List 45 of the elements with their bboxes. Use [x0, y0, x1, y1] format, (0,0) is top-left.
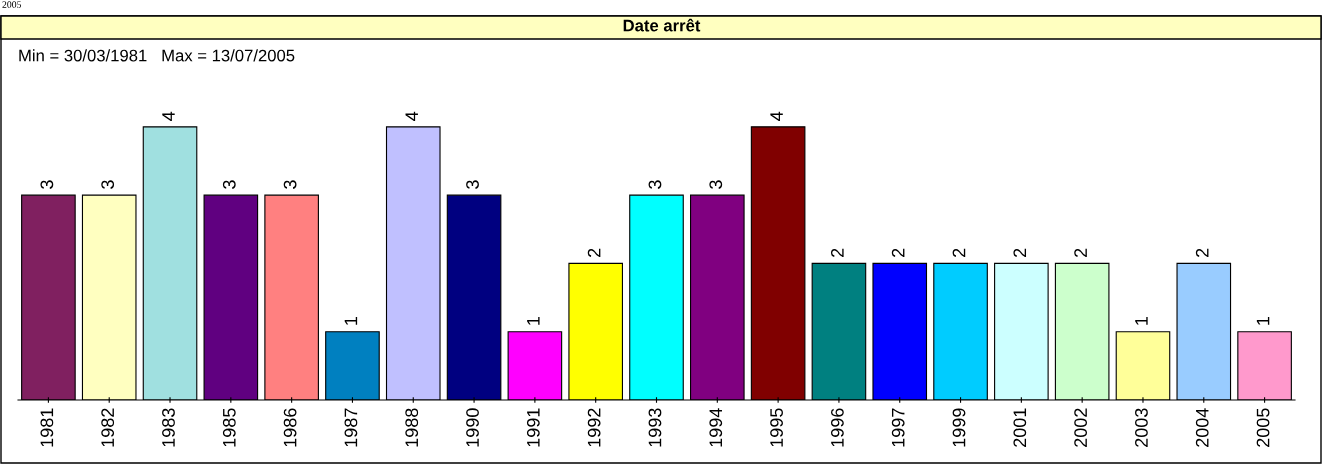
- x-tick-label: 1982: [101, 408, 115, 447]
- x-tick-label: 2003: [1135, 408, 1148, 447]
- x-tick-label: 1999: [952, 408, 966, 447]
- data-label: 4: [405, 111, 418, 121]
- x-tick-label: 1990: [466, 408, 479, 447]
- data-label: 3: [222, 180, 236, 189]
- data-label: 3: [283, 180, 297, 189]
- x-tick-label: 2005: [1256, 408, 1270, 447]
- data-label: 2: [1195, 248, 1209, 257]
- x-tick-label: 2002: [1074, 408, 1088, 447]
- data-label: 4: [770, 111, 783, 121]
- data-label: 1: [344, 317, 358, 325]
- x-tick-label: 1995: [770, 408, 783, 447]
- x-tick-label: 1992: [587, 408, 601, 447]
- data-label: 2: [587, 248, 601, 257]
- x-tick-label: 1988: [405, 408, 419, 447]
- data-label: 2: [952, 248, 966, 257]
- x-tick-label: 1997: [891, 408, 905, 447]
- x-tick-label: 1986: [283, 408, 297, 447]
- data-label: 2: [830, 248, 844, 257]
- data-label: 3: [709, 180, 723, 189]
- x-tick-label: 1994: [709, 408, 723, 447]
- data-label: 3: [466, 180, 479, 189]
- x-tick-label: 1996: [830, 408, 844, 447]
- data-label: 3: [40, 180, 54, 189]
- data-label: 3: [101, 180, 115, 189]
- chart-title: Date arrêt: [623, 18, 701, 32]
- text: 2005: [2, 1, 22, 8]
- chart-subtitle: Min = 30/03/1981 Max = 13/07/2005: [19, 49, 295, 62]
- data-label: 3: [648, 180, 662, 189]
- x-tick-label: 2004: [1195, 408, 1209, 447]
- data-label: 2: [891, 248, 905, 257]
- x-tick-label: 1987: [344, 408, 358, 447]
- data-label: 1: [527, 317, 540, 325]
- x-tick-label: 1983: [162, 408, 175, 447]
- x-tick-label: 1981: [40, 408, 54, 447]
- x-tick-label: 1991: [526, 408, 540, 447]
- data-label: 4: [162, 111, 175, 121]
- x-tick-label: 1993: [648, 408, 662, 447]
- x-tick-label: 1985: [222, 408, 236, 447]
- data-label: 1: [1135, 317, 1148, 325]
- data-label: 2: [1013, 248, 1027, 257]
- x-tick-label: 2001: [1013, 408, 1027, 447]
- data-label: 1: [1256, 317, 1270, 325]
- data-label: 2: [1074, 248, 1087, 257]
